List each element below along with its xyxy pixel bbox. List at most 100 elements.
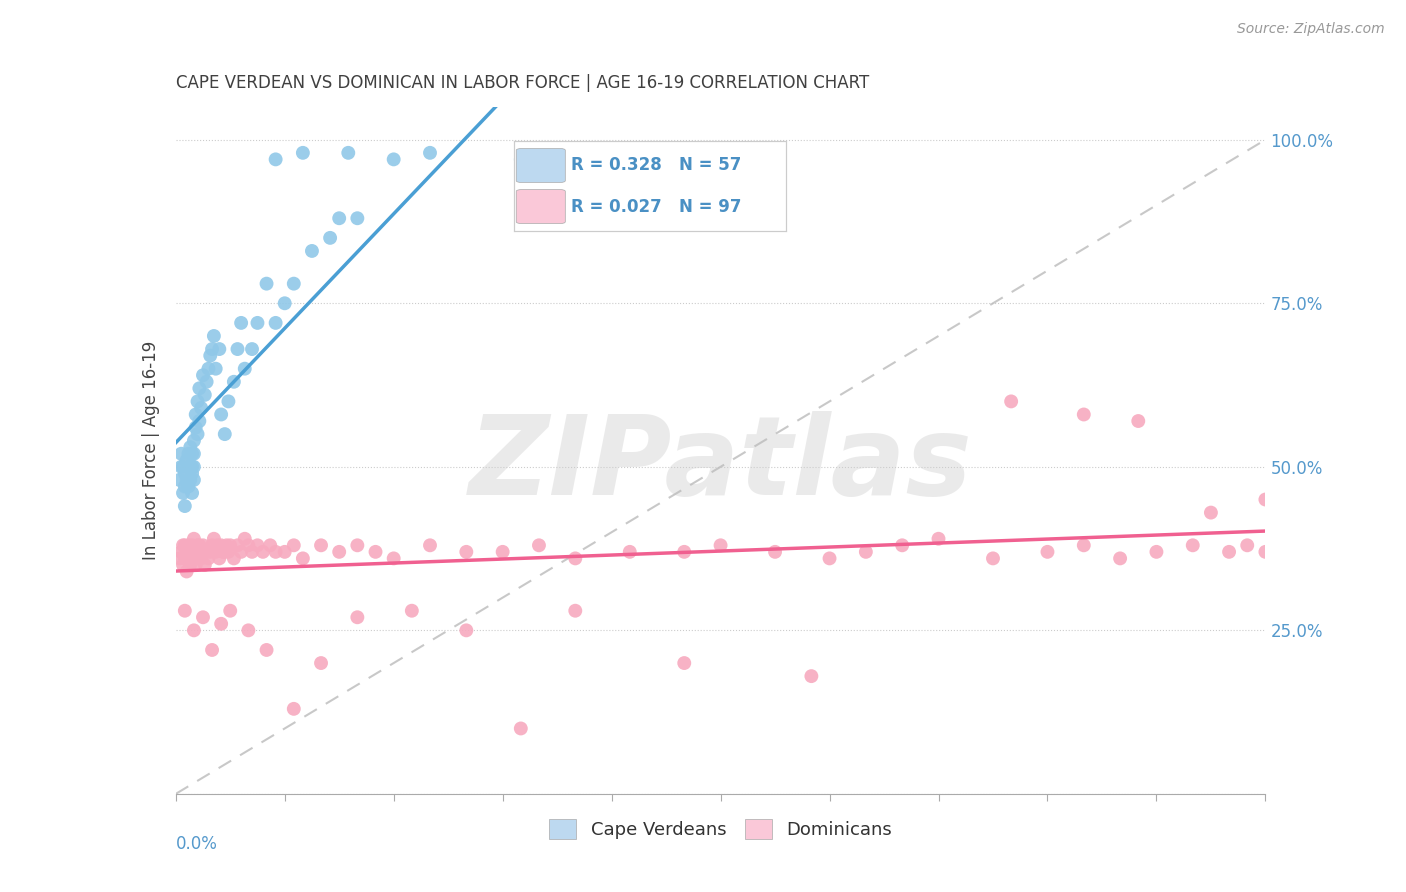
Point [184, 558, 207, 572]
Point [202, 329, 225, 343]
Point [200, 545, 222, 559]
Point [231, 316, 253, 330]
Point [222, 375, 245, 389]
Point [233, 361, 256, 376]
Point [183, 459, 205, 474]
Point [301, 244, 323, 258]
Point [184, 420, 207, 434]
Point [173, 467, 195, 481]
Point [201, 643, 224, 657]
Point [217, 394, 239, 409]
Point [222, 551, 245, 566]
Point [172, 558, 194, 572]
Point [194, 558, 217, 572]
Point [177, 538, 200, 552]
Point [181, 459, 204, 474]
Point [195, 375, 218, 389]
Point [309, 656, 332, 670]
Text: 0.0%: 0.0% [176, 835, 218, 853]
Point [181, 447, 204, 461]
Point [207, 538, 229, 552]
Point [246, 538, 269, 552]
Point [673, 656, 696, 670]
Point [209, 408, 232, 422]
Point [240, 545, 263, 559]
Point [170, 545, 193, 559]
Point [238, 538, 260, 552]
Point [246, 316, 269, 330]
Point [173, 538, 195, 552]
Point [283, 277, 305, 291]
Point [401, 604, 423, 618]
Point [183, 447, 205, 461]
Point [177, 551, 200, 566]
Point [1146, 545, 1168, 559]
Point [274, 296, 297, 310]
Point [231, 545, 253, 559]
Point [1254, 545, 1277, 559]
Point [509, 722, 531, 736]
Point [172, 459, 194, 474]
Point [419, 145, 441, 160]
Point [710, 538, 733, 552]
Point [337, 145, 360, 160]
Point [173, 551, 195, 566]
Point [170, 447, 193, 461]
Point [382, 551, 405, 566]
Point [209, 538, 232, 552]
Point [181, 486, 204, 500]
Point [226, 538, 249, 552]
Point [981, 551, 1004, 566]
Point [319, 231, 342, 245]
Point [1000, 394, 1022, 409]
Point [184, 545, 207, 559]
Point [212, 545, 235, 559]
Point [855, 545, 877, 559]
Legend: Cape Verdeans, Dominicans: Cape Verdeans, Dominicans [543, 812, 898, 847]
Point [188, 414, 211, 428]
Point [456, 545, 478, 559]
Point [259, 538, 281, 552]
Point [1236, 538, 1258, 552]
Point [191, 368, 214, 383]
Point [176, 565, 198, 579]
Point [800, 669, 823, 683]
Point [419, 538, 441, 552]
Point [188, 545, 211, 559]
Point [173, 479, 195, 493]
Point [346, 211, 368, 226]
Point [564, 551, 586, 566]
Point [179, 473, 201, 487]
Point [891, 538, 914, 552]
Point [172, 538, 194, 552]
Point [509, 153, 531, 167]
Point [188, 381, 211, 395]
Point [274, 545, 297, 559]
Point [1036, 545, 1059, 559]
Point [201, 538, 224, 552]
Point [176, 473, 198, 487]
Point [564, 604, 586, 618]
Point [546, 153, 568, 167]
FancyBboxPatch shape [516, 149, 565, 183]
Point [283, 538, 305, 552]
Point [170, 459, 193, 474]
Point [181, 551, 204, 566]
Point [173, 604, 195, 618]
Point [169, 551, 191, 566]
Point [1181, 538, 1204, 552]
Point [240, 342, 263, 356]
Point [1109, 551, 1132, 566]
Point [190, 551, 212, 566]
Point [673, 545, 696, 559]
Point [328, 545, 350, 559]
Point [214, 427, 236, 442]
Point [264, 153, 287, 167]
Point [1218, 545, 1240, 559]
Point [183, 532, 205, 546]
Point [233, 532, 256, 546]
Point [283, 702, 305, 716]
FancyBboxPatch shape [516, 190, 565, 224]
Point [197, 551, 219, 566]
Point [1073, 538, 1095, 552]
